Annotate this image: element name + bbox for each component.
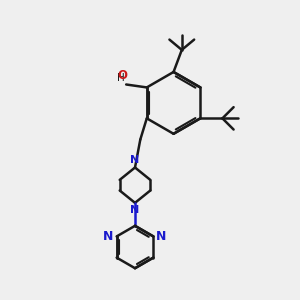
Text: N: N (103, 230, 114, 243)
Text: H: H (117, 73, 125, 83)
Text: N: N (130, 205, 140, 215)
Text: N: N (130, 155, 140, 166)
Text: O: O (118, 69, 128, 82)
Text: N: N (156, 230, 167, 243)
